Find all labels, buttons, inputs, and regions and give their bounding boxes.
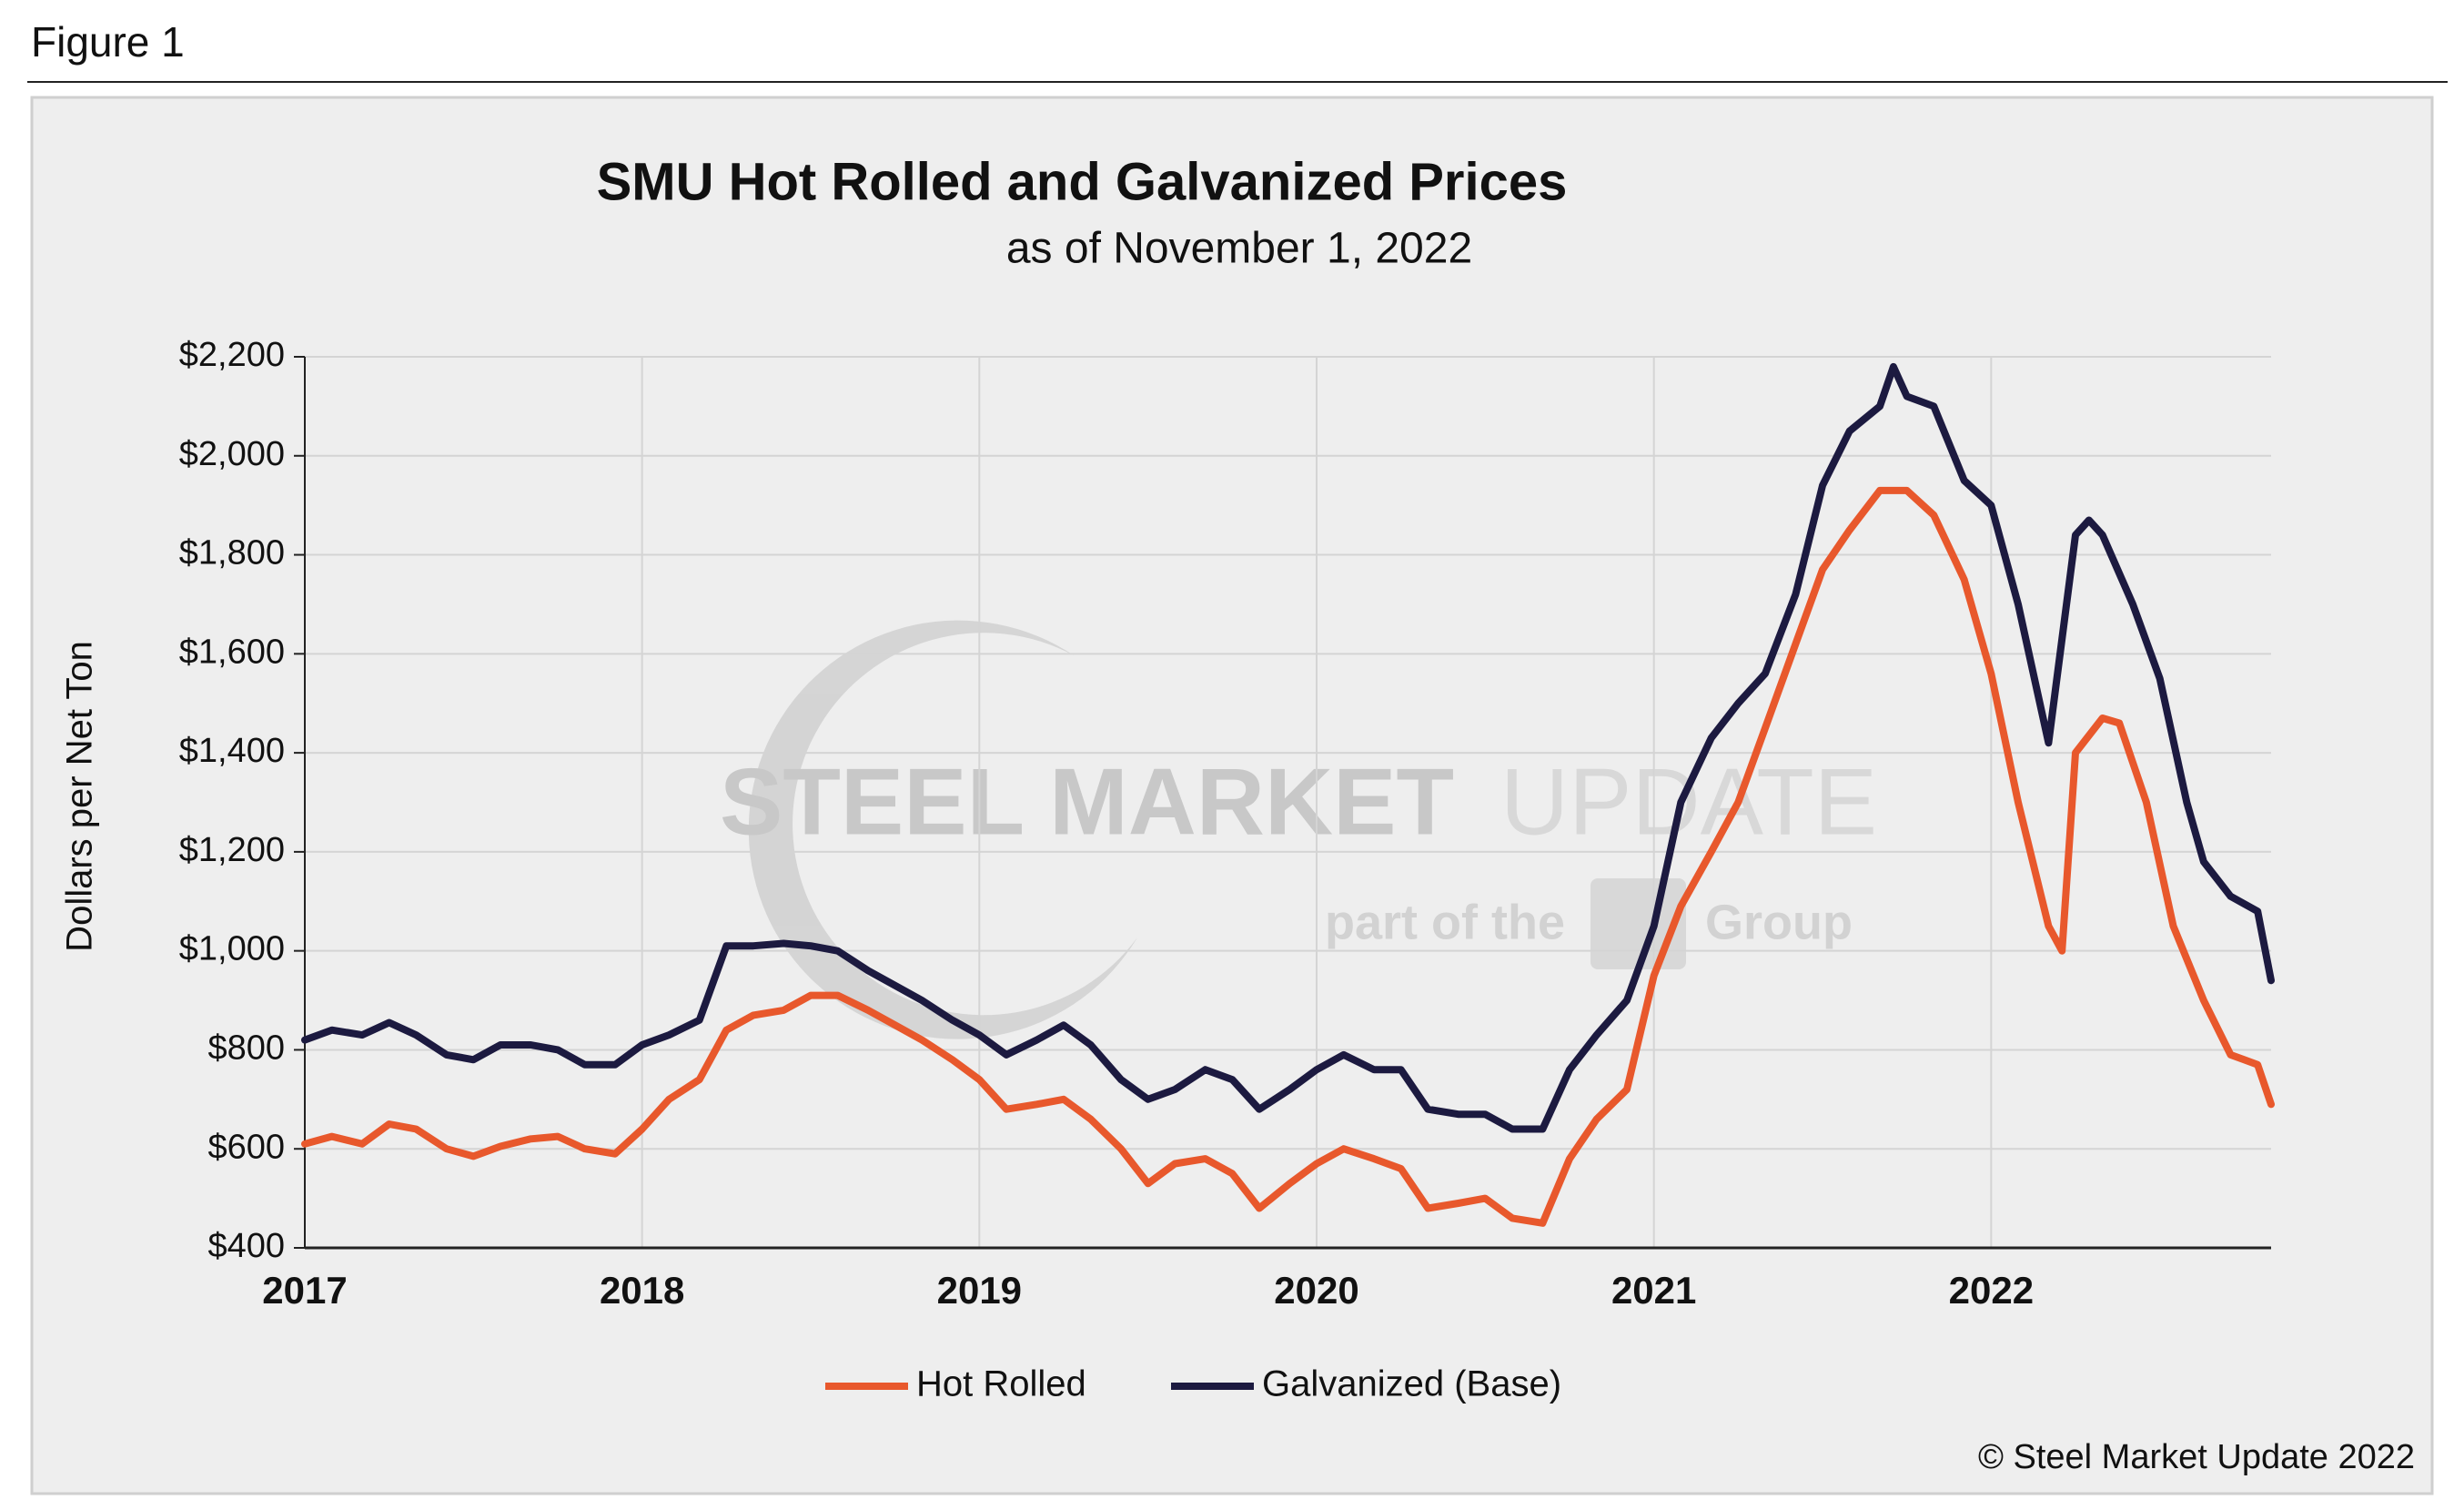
x-tick-label: 2017 <box>262 1269 347 1312</box>
plot: $400 $600 $800 $1,000 $1,200 $1,400 $1,600 $1,8… <box>179 336 2275 1404</box>
y-tick-label: $1,400 <box>179 732 285 770</box>
y-tick-label: $1,000 <box>179 930 285 968</box>
watermark: STEEL MARKET UPDATE part of the Group <box>720 620 1877 1039</box>
y-tick-label: $1,200 <box>179 831 285 869</box>
y-tick-label: $1,600 <box>179 633 285 671</box>
credit: © Steel Market Update 2022 <box>1978 1438 2415 1476</box>
y-tick-label: $600 <box>207 1128 285 1166</box>
y-tick-label: $800 <box>207 1029 285 1067</box>
chart-title: SMU Hot Rolled and Galvanized Prices <box>597 152 1568 211</box>
chart-subtitle: as of November 1, 2022 <box>1006 225 1472 273</box>
x-tick-label: 2022 <box>1949 1269 2034 1312</box>
y-tick-label: $2,000 <box>179 435 285 473</box>
x-tick-label: 2021 <box>1611 1269 1696 1312</box>
y-tick-label: $400 <box>207 1227 285 1265</box>
y-axis-title: Dollars per Net Ton <box>60 641 100 952</box>
watermark-tagline: Group <box>1705 895 1853 949</box>
series-line <box>301 486 2275 1227</box>
figure-label: Figure 1 <box>31 18 185 66</box>
series-line <box>301 362 2275 1133</box>
y-tick-label: $1,800 <box>179 534 285 573</box>
x-tick-label: 2019 <box>937 1269 1022 1312</box>
watermark-text: UPDATE <box>1500 749 1877 855</box>
x-tick-label: 2020 <box>1274 1269 1358 1312</box>
chart-frame <box>30 96 2434 1495</box>
x-tick-label: 2018 <box>600 1269 684 1312</box>
legend-label: Hot Rolled <box>916 1364 1086 1404</box>
watermark-tagline: part of the <box>1325 895 1565 949</box>
y-tick-label: $2,200 <box>179 336 285 374</box>
watermark-text: STEEL MARKET <box>720 749 1454 855</box>
legend-label: Galvanized (Base) <box>1262 1364 1561 1404</box>
